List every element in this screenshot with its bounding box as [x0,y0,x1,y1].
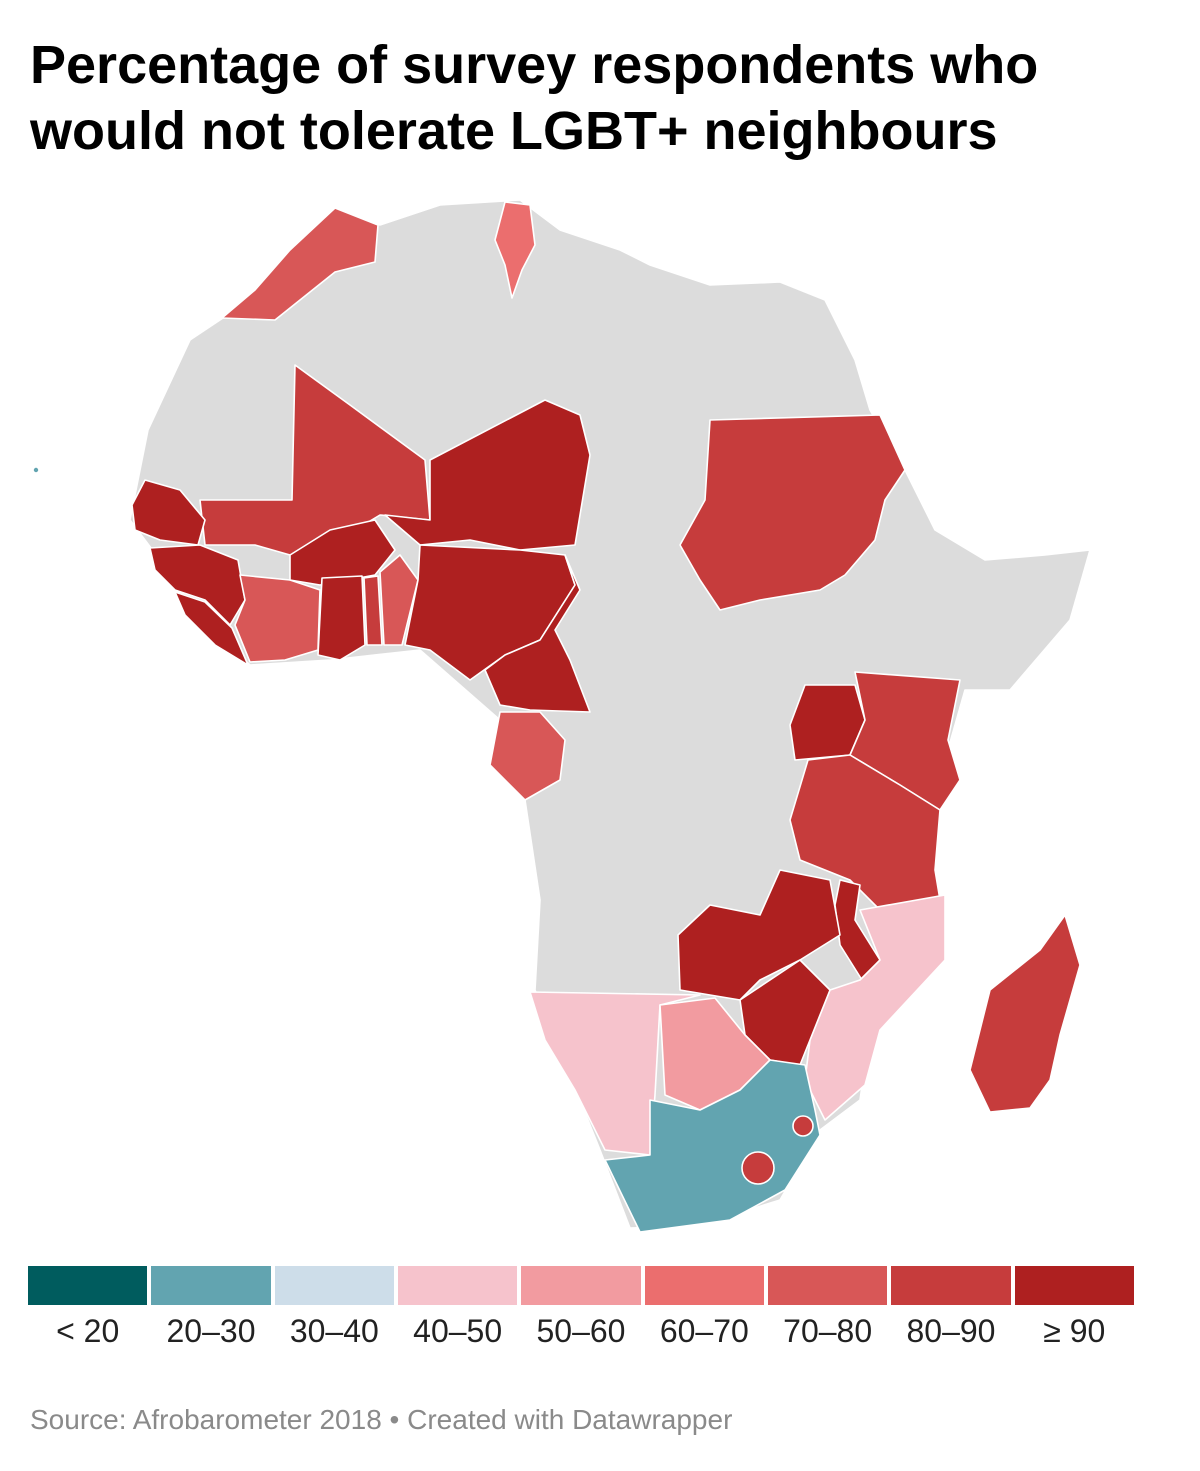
legend-swatch [891,1266,1011,1305]
legend-swatch [28,1266,148,1305]
legend-label: 20–30 [166,1313,256,1349]
country-benin[interactable] [379,554,419,646]
legend-item: 70–80 [767,1266,888,1350]
legend-label: ≥ 90 [1043,1313,1106,1349]
country-gabon[interactable] [489,711,566,801]
country-tunisia[interactable] [494,201,536,299]
country-lesotho[interactable] [741,1151,775,1185]
legend-swatch [521,1266,641,1305]
legend-swatch [151,1266,271,1305]
legend-label: 70–80 [783,1313,873,1349]
color-legend: < 20 20–30 30–40 40–50 50–60 60–70 70–80 80–90 ≥… [28,1266,1134,1350]
source-note: Source: Afrobarometer 2018 • Created wit… [30,1404,733,1435]
country-morocco[interactable] [221,207,379,321]
legend-swatch [274,1266,394,1305]
country-eswatini[interactable] [792,1115,814,1137]
legend-swatch [767,1266,888,1305]
country-mozambique[interactable] [804,894,946,1121]
country-cape-verde[interactable] [32,466,40,474]
legend-label: 60–70 [659,1313,749,1349]
legend-label: 30–40 [289,1313,379,1349]
country-sudan[interactable] [679,414,906,611]
legend-item: 80–90 [891,1266,1011,1350]
country-cameroon[interactable] [484,554,591,713]
country-liberia[interactable] [174,591,249,666]
legend-label: 80–90 [906,1313,996,1349]
country-ghana[interactable] [317,575,366,661]
legend-swatch [1014,1266,1134,1305]
country-cote-divoire[interactable] [234,574,321,663]
legend-swatch [397,1266,518,1305]
country-burkina-faso[interactable] [289,519,396,586]
country-madagascar[interactable] [969,914,1081,1113]
africa-choropleth-map [32,199,1091,1233]
legend-item: ≥ 90 [1014,1266,1134,1350]
country-togo[interactable] [363,575,383,646]
legend-item: 40–50 [397,1266,518,1350]
legend-label: < 20 [56,1313,120,1349]
legend-label: 50–60 [536,1313,626,1349]
legend-swatch [644,1266,764,1305]
legend-item: < 20 [28,1266,148,1350]
legend-item: 20–30 [151,1266,271,1350]
legend-item: 30–40 [274,1266,394,1350]
legend-label: 40–50 [413,1313,503,1349]
country-south-africa[interactable] [604,1059,821,1233]
legend-item: 60–70 [644,1266,764,1350]
chart-title: Percentage of survey respondents who wou… [30,35,1039,161]
country-senegal[interactable] [131,479,206,546]
legend-item: 50–60 [521,1266,641,1350]
